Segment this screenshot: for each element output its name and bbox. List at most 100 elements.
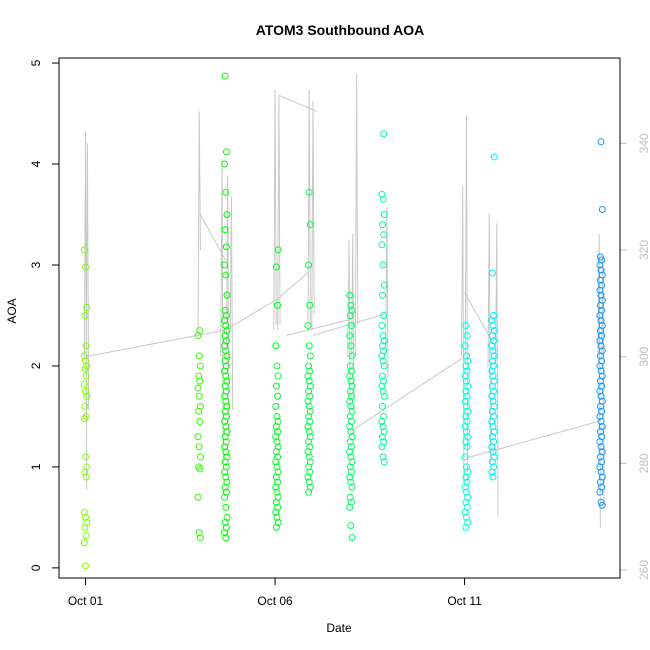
secondary-connector-line <box>466 420 602 459</box>
data-point <box>82 372 90 380</box>
data-point <box>305 387 313 395</box>
data-point <box>272 433 280 441</box>
data-point <box>596 276 604 284</box>
data-point <box>221 407 229 415</box>
data-point <box>273 513 281 521</box>
data-point <box>222 423 230 431</box>
data-point <box>221 518 229 526</box>
secondary-spike-line <box>229 196 234 411</box>
data-point <box>380 281 388 289</box>
data-point <box>462 488 470 496</box>
data-point <box>488 443 496 451</box>
secondary-spike-line <box>597 233 601 528</box>
data-point <box>598 205 606 213</box>
data-point <box>194 332 202 340</box>
secondary-spike-line <box>197 111 201 331</box>
data-point <box>596 438 604 446</box>
data-point <box>346 412 354 420</box>
data-point <box>305 428 313 436</box>
data-point <box>596 377 604 385</box>
data-point <box>272 448 280 456</box>
data-point <box>346 423 354 431</box>
data-point <box>597 291 605 299</box>
secondary-connector-line <box>278 270 310 299</box>
data-point <box>347 377 355 385</box>
data-point <box>488 433 496 441</box>
data-point <box>347 342 355 350</box>
data-point <box>221 392 229 400</box>
data-point <box>462 402 470 410</box>
data-point <box>378 372 386 380</box>
data-point <box>347 453 355 461</box>
y2-tick-label: 280 <box>637 453 650 473</box>
data-point <box>461 397 469 405</box>
data-point <box>596 286 604 294</box>
data-point <box>379 332 387 340</box>
data-point <box>196 362 204 370</box>
data-point <box>273 488 281 496</box>
data-point <box>222 271 230 279</box>
data-point <box>82 473 90 481</box>
data-point <box>596 463 604 471</box>
data-point <box>488 357 496 365</box>
data-point <box>195 443 203 451</box>
data-point <box>222 503 230 511</box>
data-point <box>305 463 313 471</box>
x-axis-label: Date <box>326 621 352 635</box>
y-tick-label: 0 <box>29 564 43 571</box>
data-point <box>379 261 387 269</box>
data-point <box>347 322 355 330</box>
data-point <box>81 468 89 476</box>
chart-title: ATOM3 Southbound AOA <box>256 22 425 38</box>
data-point <box>596 453 604 461</box>
data-point <box>347 428 355 436</box>
data-point <box>597 342 605 350</box>
data-point <box>596 402 604 410</box>
data-point <box>597 498 605 506</box>
data-point <box>462 513 470 521</box>
data-point <box>274 301 282 309</box>
data-point <box>80 508 88 516</box>
y2-tick-label: 260 <box>637 560 650 580</box>
data-point <box>221 72 229 80</box>
data-point <box>306 352 314 360</box>
data-point <box>304 448 312 456</box>
data-point <box>597 317 605 325</box>
data-point <box>378 291 386 299</box>
data-point <box>378 342 386 350</box>
data-point <box>305 362 313 370</box>
secondary-spike-line <box>351 233 355 411</box>
data-point <box>597 266 605 274</box>
secondary-spike-line <box>277 95 281 331</box>
data-point <box>221 226 229 234</box>
data-point <box>488 458 496 466</box>
data-point <box>305 488 313 496</box>
data-point <box>80 414 88 422</box>
data-point <box>82 342 90 350</box>
secondary-spike-line <box>385 207 389 379</box>
y-tick-label: 3 <box>29 261 43 268</box>
data-point <box>346 311 354 319</box>
data-point <box>80 246 88 254</box>
data-point <box>346 397 354 405</box>
data-point <box>221 261 229 269</box>
data-point <box>221 332 229 340</box>
data-point <box>221 433 229 441</box>
x-tick-label: Oct 01 <box>68 594 104 608</box>
data-point <box>221 417 229 425</box>
data-point <box>462 377 470 385</box>
data-point <box>272 402 280 410</box>
data-point <box>221 493 229 501</box>
data-point <box>488 382 496 390</box>
data-point <box>194 384 202 392</box>
data-point <box>378 382 386 390</box>
data-point <box>196 453 204 461</box>
data-point <box>223 211 231 219</box>
data-point <box>83 303 91 311</box>
secondary-spike-line <box>495 223 499 517</box>
data-point <box>461 483 469 491</box>
data-point <box>379 357 387 365</box>
data-point <box>462 387 470 395</box>
data-point <box>346 362 354 370</box>
data-point <box>221 443 229 451</box>
